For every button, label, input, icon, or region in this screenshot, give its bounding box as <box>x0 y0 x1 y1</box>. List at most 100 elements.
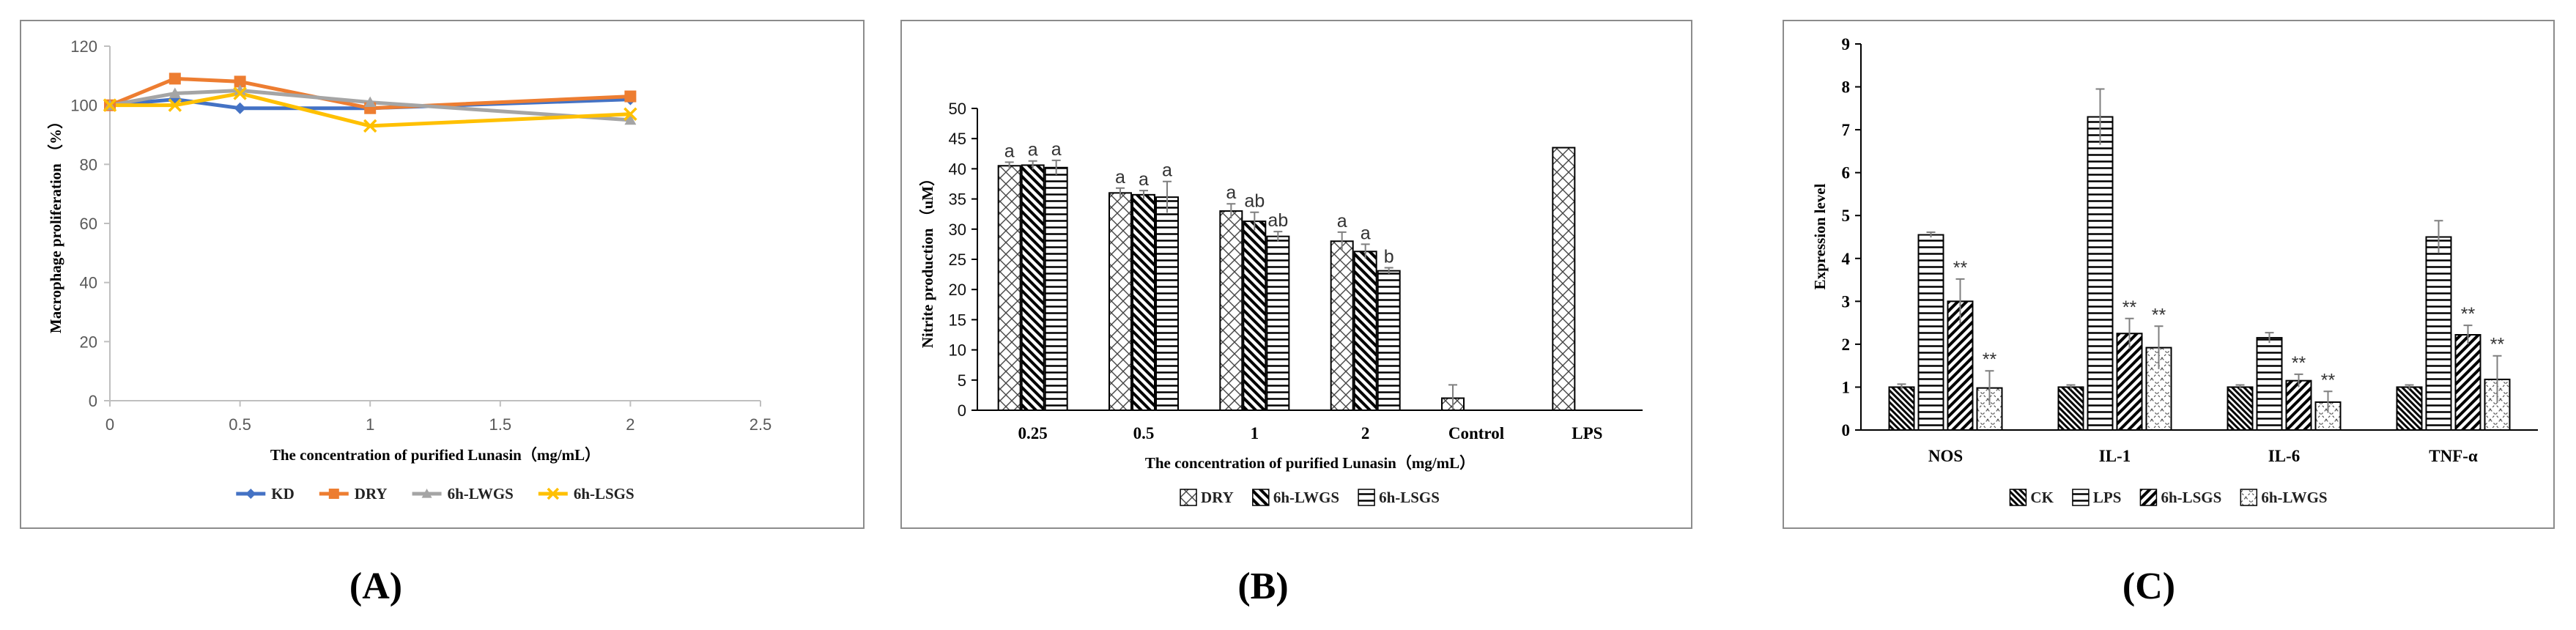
category-label-tnf: TNF-α <box>2429 447 2478 465</box>
bar-ck-tnf <box>2396 386 2423 431</box>
bar-6h-lsgs-il-6 <box>2285 379 2312 431</box>
legend-label-6h-lwgs: 6h-LWGS <box>2261 489 2327 506</box>
y-tick-label: 15 <box>949 311 966 329</box>
error-bar-6h-lwgs-0-5 <box>1139 190 1148 199</box>
category-label-0-5: 0.5 <box>1133 424 1155 442</box>
error-bar-6h-lwgs-2 <box>1361 243 1370 259</box>
error-bar-6h-lsgs-0-5 <box>1163 180 1172 213</box>
data-point-6h-lwgs <box>169 87 181 98</box>
legend-marker-6h-lwgs <box>421 489 432 498</box>
x-tick-label: 1.5 <box>489 415 512 434</box>
error-bar-dry-0-25 <box>1004 161 1014 170</box>
bar-6h-lsgs-il-1 <box>2116 333 2143 431</box>
x-axis-title: The concentration of purified Lunasin（mg… <box>1145 454 1475 472</box>
legend-swatch-6h-lsgs <box>1358 489 1375 506</box>
bar-6h-lwgs-1 <box>1243 220 1267 411</box>
significance-label-6h-lsgs-il-6: ** <box>2292 353 2306 374</box>
legend-label-kd: KD <box>271 485 295 503</box>
y-tick-label: 0 <box>1842 421 1851 440</box>
y-tick-label: 30 <box>949 220 966 239</box>
legend-label-6h-lwgs: 6h-LWGS <box>448 485 514 503</box>
error-bar-6h-lwgs-nos <box>1985 370 1994 406</box>
significance-label-6h-lwgs-nos: ** <box>1983 349 1997 370</box>
data-point-dry <box>169 73 181 85</box>
y-tick-label: 40 <box>949 160 966 178</box>
error-bar-6h-lwgs-0-25 <box>1028 160 1037 170</box>
legend-label-dry: DRY <box>355 485 388 503</box>
significance-label-6h-lsgs-1: ab <box>1267 210 1288 231</box>
y-tick-label: 8 <box>1842 78 1851 97</box>
x-tick-label: 1 <box>366 415 374 434</box>
error-bar-6h-lwgs-il-6 <box>2323 390 2333 413</box>
legend: KD DRY 6h-LWGS 6h-LSGS <box>236 485 634 503</box>
y-tick-label: 9 <box>1842 35 1851 53</box>
y-axis-title: Nitrite production （uM） <box>919 171 936 348</box>
y-tick-label: 5 <box>1842 207 1851 225</box>
y-axis-title: Expression level <box>1811 183 1829 289</box>
legend-marker-dry <box>328 489 339 499</box>
y-tick-label: 35 <box>949 190 966 209</box>
y-tick-label: 20 <box>949 281 966 299</box>
y-tick-label: 100 <box>70 97 97 115</box>
y-tick-label: 6 <box>1842 164 1851 182</box>
error-bar-ck-il-6 <box>2235 384 2245 390</box>
bar-ck-nos <box>1888 386 1915 431</box>
significance-label-6h-lwgs-il-1: ** <box>2152 305 2166 325</box>
y-tick-label: 60 <box>80 215 97 233</box>
significance-label-6h-lsgs-il-1: ** <box>2122 297 2137 318</box>
error-bar-dry-0-5 <box>1116 187 1125 198</box>
data-point-dry <box>234 75 246 88</box>
bar-dry-1 <box>1219 210 1243 411</box>
bar-dry-0-25 <box>997 165 1021 411</box>
category-label-nos: NOS <box>1928 447 1963 465</box>
significance-label-6h-lsgs-nos: ** <box>1953 258 1968 278</box>
chart-c-expression-level: NOS IL-1 IL-6 TNF-α ** ** ** ** ** ** ** ** 0 1 2 3 4 5 6 7… <box>1783 20 2555 529</box>
bar-dry-2 <box>1330 240 1354 411</box>
legend-label-6h-lsgs: 6h-LSGS <box>1379 489 1440 506</box>
category-label-lps: LPS <box>1572 424 1602 442</box>
data-point-6h-lsgs <box>103 98 117 112</box>
legend: CK LPS 6h-LSGS 6h-LWGS <box>2009 489 2328 506</box>
y-tick-label: 2 <box>1842 336 1851 354</box>
error-bar-ck-il-1 <box>2066 384 2076 390</box>
significance-label-6h-lsgs-2: b <box>1384 247 1394 267</box>
bar-dry-0-5 <box>1109 192 1132 412</box>
panel-label-a: (A) <box>349 566 403 607</box>
data-point-6h-lwgs <box>624 114 637 125</box>
category-label-il-1: IL-1 <box>2099 447 2131 465</box>
bar-6h-lwgs-2 <box>1353 251 1377 411</box>
bar-ck-il-6 <box>2227 386 2254 431</box>
legend-swatch-ck <box>2009 489 2027 506</box>
category-label-control: Control <box>1448 424 1504 442</box>
significance-label-6h-lsgs-0-25: a <box>1051 139 1062 160</box>
significance-label-6h-lwgs-0-25: a <box>1028 140 1038 160</box>
x-tick-label: 0 <box>106 415 114 434</box>
significance-label-6h-lwgs-1: ab <box>1244 191 1265 212</box>
legend-label-6h-lsgs: 6h-LSGS <box>2161 489 2221 506</box>
significance-label-6h-lwgs-tnf: ** <box>2490 335 2505 355</box>
error-bar-6h-lwgs-tnf <box>2492 355 2502 404</box>
category-label-0-25: 0.25 <box>1018 424 1048 442</box>
legend-swatch-6h-lwgs <box>2240 489 2258 506</box>
bar-6h-lsgs-tnf <box>2454 334 2481 431</box>
y-tick-label: 0 <box>89 392 97 410</box>
y-tick-label: 20 <box>80 333 97 351</box>
significance-label-6h-lsgs-0-5: a <box>1162 160 1172 181</box>
bar-6h-lwgs-0-25 <box>1021 164 1045 411</box>
significance-label-dry-0-25: a <box>1004 141 1015 161</box>
data-point-6h-lsgs <box>168 98 182 112</box>
y-tick-label: 7 <box>1842 121 1851 139</box>
error-bar-6h-lsgs-1 <box>1273 231 1283 242</box>
bar-6h-lsgs-0-25 <box>1044 166 1068 411</box>
bar-6h-lwgs-0-5 <box>1132 193 1155 411</box>
legend-marker-kd <box>245 489 256 499</box>
legend-swatch-lps <box>2072 489 2090 506</box>
significance-label-6h-lwgs-il-6: ** <box>2321 370 2336 390</box>
data-point-dry <box>624 90 637 103</box>
bar-6h-lsgs-2 <box>1377 270 1401 411</box>
x-tick-label: 2 <box>626 415 634 434</box>
data-point-6h-lsgs <box>623 107 637 122</box>
error-bar-lps-tnf <box>2434 220 2443 253</box>
y-axis-title: Macrophage proliferation （%） <box>47 114 64 333</box>
significance-label-6h-lsgs-tnf: ** <box>2461 304 2476 325</box>
